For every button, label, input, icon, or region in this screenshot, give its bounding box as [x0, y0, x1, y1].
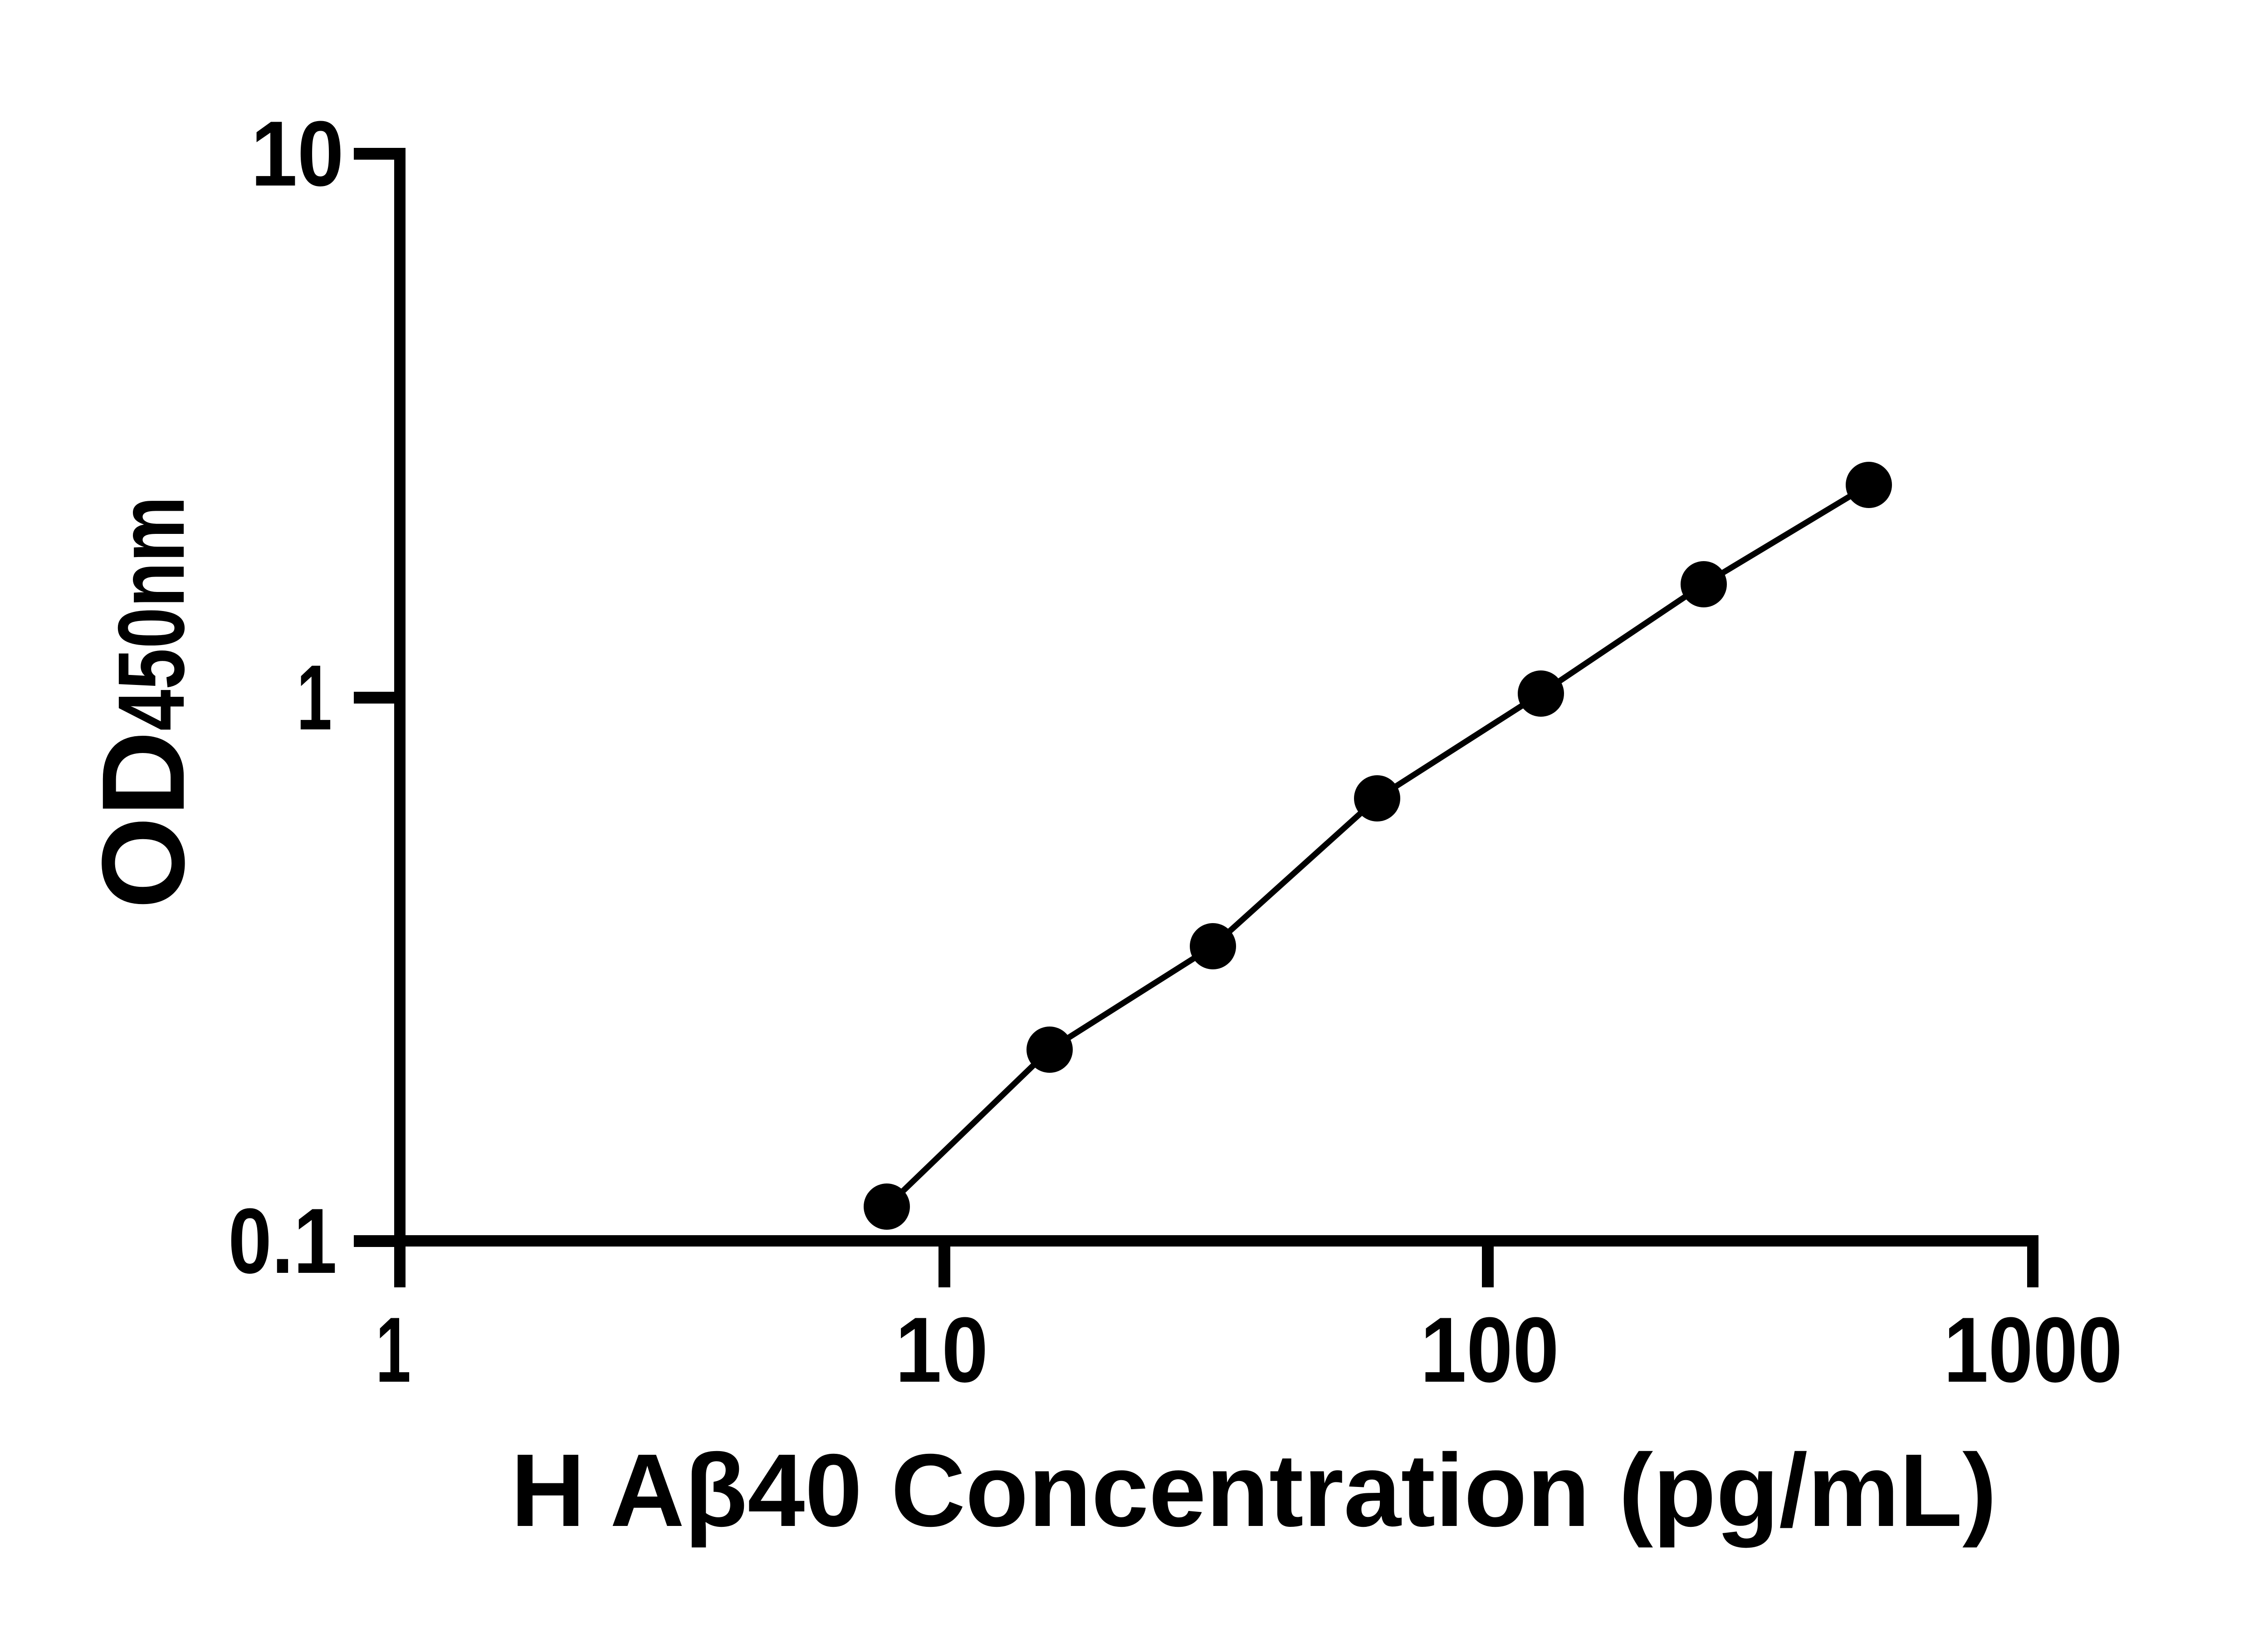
- svg-text:OD450nm: OD450nm: [78, 496, 209, 909]
- svg-text:1: 1: [376, 1298, 411, 1402]
- svg-text:H Aβ40 Concentration (pg/mL): H Aβ40 Concentration (pg/mL): [511, 1433, 1997, 1548]
- svg-text:1000: 1000: [1944, 1298, 2122, 1402]
- svg-text:1: 1: [297, 646, 332, 749]
- svg-text:10: 10: [251, 102, 344, 205]
- svg-text:0.1: 0.1: [228, 1189, 337, 1293]
- svg-text:100: 100: [1420, 1298, 1559, 1402]
- svg-text:10: 10: [895, 1298, 988, 1402]
